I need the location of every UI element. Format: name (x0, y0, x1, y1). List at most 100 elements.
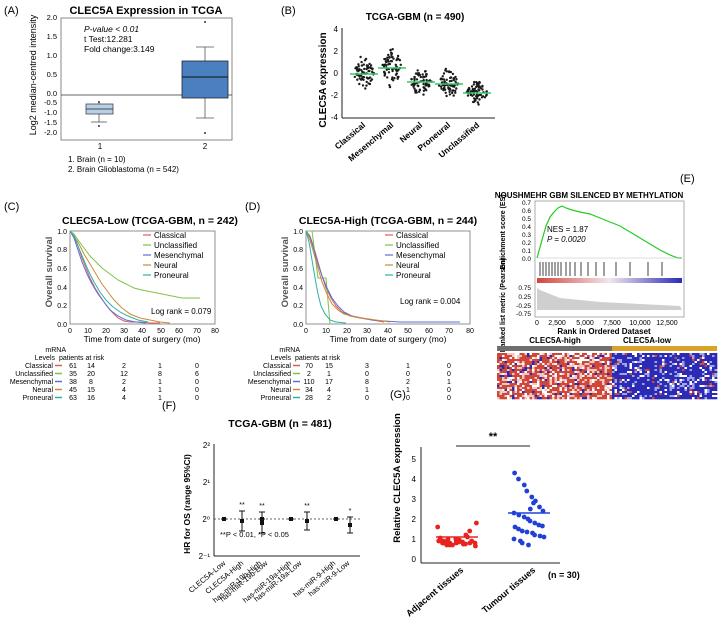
g-ytick: 5 (412, 455, 417, 464)
e-heat-cell (629, 355, 633, 358)
e-heat-cell (644, 385, 648, 388)
e-heat-cell (577, 359, 580, 362)
e-heat-cell (529, 369, 533, 372)
b-dot (475, 81, 478, 84)
e-heat-cell (644, 365, 648, 368)
e-heat-cell (534, 377, 538, 380)
e-heat-cell (584, 373, 588, 376)
g-dot-tumour (519, 528, 525, 534)
b-dot (485, 90, 488, 93)
e-heat-cell (574, 391, 578, 394)
e-heat-cell (519, 375, 523, 378)
e-heat-cell (547, 381, 550, 384)
e-heat-cell (497, 367, 500, 370)
e-heat-cell (534, 367, 538, 370)
e-heat-cell (569, 361, 573, 364)
b-dot (422, 89, 426, 93)
b-dot (356, 78, 359, 81)
e-heat-cell (679, 373, 683, 376)
b-dot (366, 65, 369, 69)
e-heat-cell (557, 379, 560, 382)
e-heat-cell (497, 375, 500, 378)
e-heat-cell (654, 393, 658, 396)
b-dot (415, 78, 419, 81)
e-heat-cell (689, 387, 693, 390)
e-heat-cell (677, 355, 680, 358)
b-means (350, 67, 491, 94)
e-heat-cell (692, 387, 695, 390)
e-heat-cell (682, 397, 685, 400)
risk-cell: 8 (365, 379, 369, 386)
e-heat-cell (589, 363, 593, 366)
e-heat-cell (677, 361, 680, 364)
e-heat-cell (502, 355, 505, 358)
e-heat-cell (619, 371, 623, 374)
e-heat-cell (527, 381, 530, 384)
e-heat-cell (582, 397, 585, 400)
e-heat-cell (647, 387, 650, 390)
e-heat-cell (522, 373, 525, 376)
e-heat-cell (622, 375, 625, 378)
e-heat-cell (527, 363, 530, 366)
e-heat-cell (644, 383, 648, 386)
e-heat-cell (694, 353, 698, 356)
e-heat-cell (714, 357, 718, 360)
e-heat-cell (584, 395, 588, 398)
e-heat-cell (607, 383, 610, 386)
e-heat-cell (617, 393, 620, 396)
e-heat-cell (579, 387, 583, 390)
risk-cell: 1 (158, 379, 162, 386)
e-heat-cell (517, 365, 520, 368)
e-heat-cell (662, 389, 665, 392)
e-heat-cell (679, 359, 683, 362)
e-heat-cell (577, 379, 580, 382)
a-ytick: -1.5 (44, 118, 57, 127)
e-heat-cell (622, 385, 625, 388)
e-heat-cell (627, 359, 630, 362)
e-heat-cell (524, 375, 528, 378)
c-legend-label: Unclassified (154, 241, 197, 250)
e-heat-cell (607, 373, 610, 376)
g-xtick: Tumour tissues (480, 565, 537, 615)
risk-cell: 35 (69, 371, 77, 378)
e-heat-cell (614, 383, 618, 386)
e-nes: NES = 1.87 (547, 225, 589, 234)
e-heat-cell (517, 397, 520, 400)
d-xtick: 30 (363, 328, 371, 335)
e-heat-cell (632, 363, 635, 366)
e-heat-cell (682, 395, 685, 398)
e-heat-cell (522, 365, 525, 368)
e-heat-cell (519, 381, 523, 384)
e-heat-cell (537, 371, 540, 374)
e-heat-cell (619, 379, 623, 382)
e-heat-cell (579, 391, 583, 394)
e-heat-cell (634, 359, 638, 362)
risk-cell: 3 (365, 363, 369, 370)
a-ytick: 1.0 (47, 51, 57, 60)
e-heat-cell (587, 395, 590, 398)
e-heat-cell (542, 367, 545, 370)
e-heat-cell (609, 381, 613, 384)
e-heat-cell (702, 375, 705, 378)
e-heat-cell (682, 385, 685, 388)
e-heat-cell (507, 355, 510, 358)
b-dot (390, 52, 394, 55)
e-heat-cell (602, 371, 605, 374)
e-heat-cell (584, 365, 588, 368)
g-dot-tumour (541, 534, 547, 540)
e-heat-cell (627, 381, 630, 384)
e-heat-cell (692, 377, 695, 380)
risk-cell: 1 (447, 379, 451, 386)
e-heat-cell (512, 357, 515, 360)
e-heat-cell (624, 393, 628, 396)
e-heat-cell (704, 377, 708, 380)
e-heat-cell (664, 381, 668, 384)
e-heat-cell (592, 387, 595, 390)
e-heat-cell (507, 383, 510, 386)
e-heat-cell (709, 385, 713, 388)
e-heat-cell (642, 375, 645, 378)
b-dot (368, 82, 372, 86)
e-heat-cell (684, 369, 688, 372)
e-heat-cell (704, 389, 708, 392)
e-heat-cell (514, 367, 518, 370)
